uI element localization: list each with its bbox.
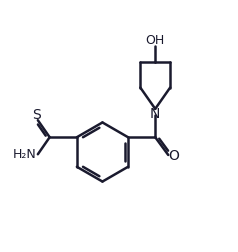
Text: H₂N: H₂N (13, 148, 37, 161)
Text: OH: OH (146, 35, 165, 47)
Text: S: S (32, 108, 41, 122)
Text: O: O (168, 149, 179, 163)
Text: N: N (150, 107, 160, 121)
